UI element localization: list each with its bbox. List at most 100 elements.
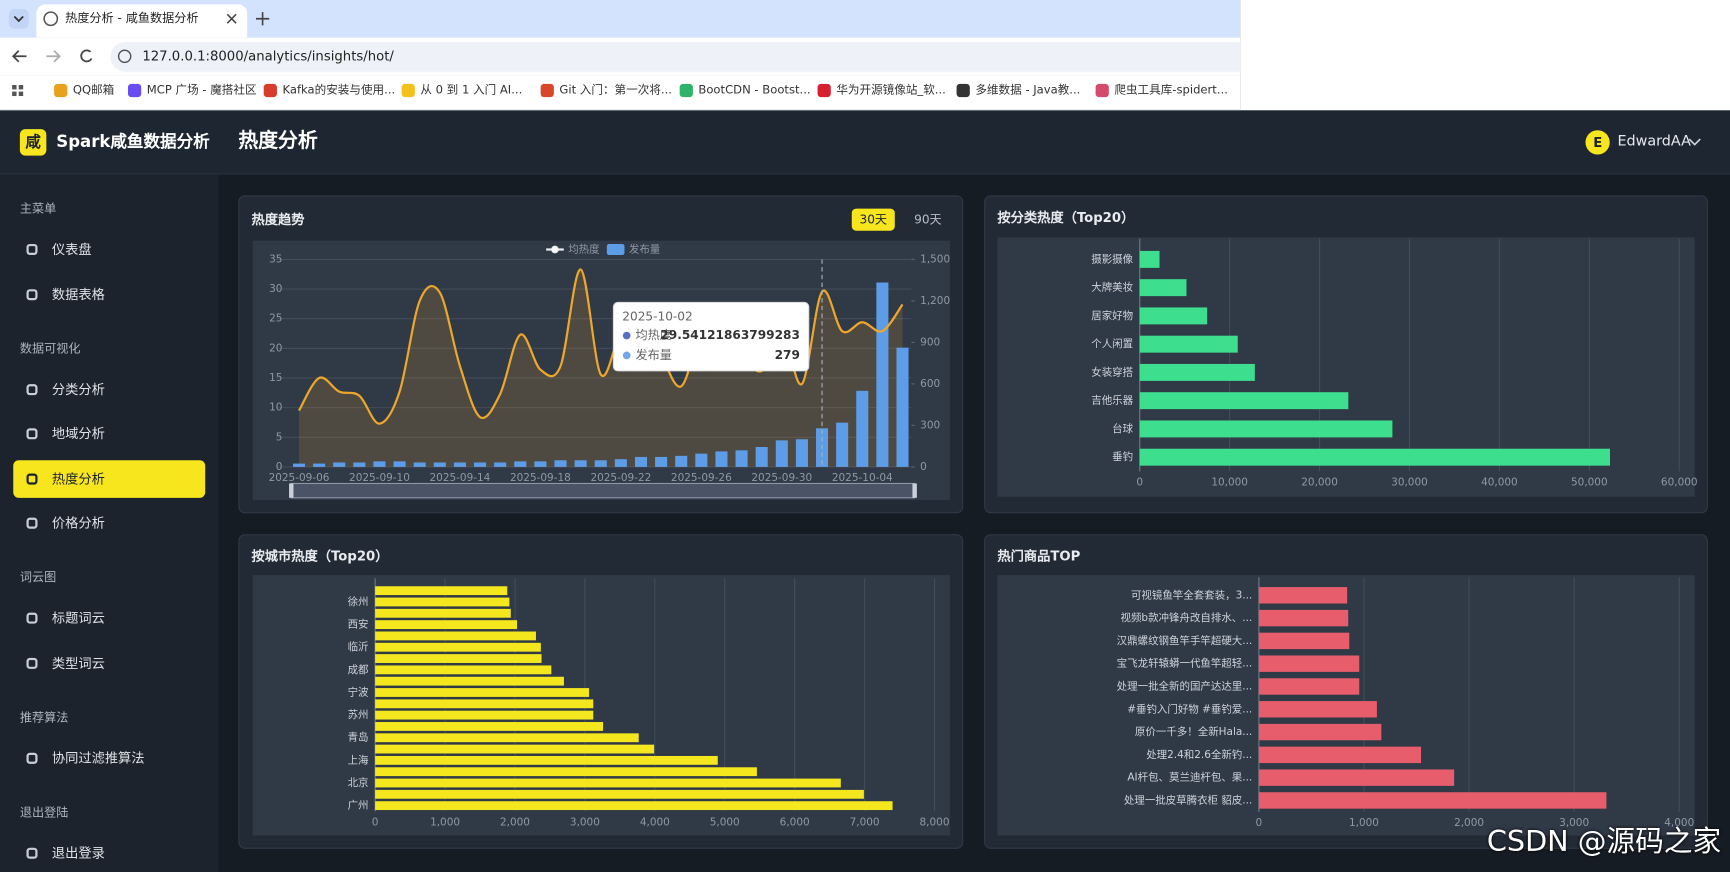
- bookmark[interactable]: 从 0 到 1 入门 AI...: [420, 83, 523, 97]
- panel-title: 热门商品TOP: [997, 548, 1081, 565]
- tab-close[interactable]: [226, 13, 237, 24]
- x-tick-label: 2025-09-18: [510, 472, 571, 484]
- tab-menu[interactable]: [8, 8, 29, 29]
- bar: [313, 463, 326, 467]
- bar: [1258, 609, 1349, 627]
- bookmark[interactable]: Kafka的安装与使用...: [282, 83, 396, 97]
- bar: [375, 722, 604, 731]
- bar: [375, 767, 757, 777]
- y-tick-label: 摄影摄像: [1091, 252, 1133, 265]
- y2-tick-label: 0: [920, 461, 927, 473]
- apps-icon[interactable]: [12, 84, 24, 97]
- bar: [375, 586, 508, 596]
- x-tick-label: 3,000: [570, 816, 600, 828]
- browser-tab[interactable]: [36, 4, 248, 38]
- range-option[interactable]: 30天: [859, 212, 888, 227]
- y-tick-label: 35: [269, 253, 282, 265]
- menu-item[interactable]: 退出登录: [51, 844, 105, 861]
- bar: [1258, 769, 1455, 786]
- bar: [1139, 392, 1349, 410]
- y-tick-label: 20: [269, 342, 282, 354]
- menu-item[interactable]: 数据表格: [51, 286, 105, 302]
- x-tick-label: 1,000: [430, 816, 460, 828]
- y-tick-label: #垂钓入门好物 #垂钓爱...: [1127, 702, 1252, 715]
- bar: [375, 801, 893, 811]
- menu-item[interactable]: 价格分析: [51, 515, 105, 531]
- bookmark[interactable]: 爬虫工具库-spidert...: [1114, 83, 1228, 97]
- x-tick-label: 40,000: [1481, 476, 1518, 488]
- bar: [1258, 655, 1360, 672]
- bar: [755, 446, 768, 467]
- site-info[interactable]: [117, 49, 132, 64]
- bar: [655, 456, 668, 467]
- y-tick-label: 5: [276, 431, 283, 443]
- y2-tick-label: 300: [920, 419, 940, 431]
- x-tick-label: 1,000: [1349, 817, 1379, 829]
- url-box[interactable]: [110, 41, 1241, 72]
- tooltip: [612, 301, 810, 372]
- menu-item[interactable]: 类型词云: [51, 655, 105, 671]
- forward[interactable]: [46, 50, 61, 63]
- bookmark[interactable]: Git 入门：第一次将...: [559, 83, 672, 97]
- menu-item[interactable]: 协同过滤推算法: [51, 750, 145, 766]
- bookmark-icon: [127, 83, 142, 98]
- bar: [375, 620, 518, 630]
- user-chevron[interactable]: [1687, 137, 1702, 148]
- line: [298, 268, 904, 425]
- brand[interactable]: Spark咸鱼数据分析: [56, 131, 210, 152]
- menu-item[interactable]: 地域分析: [51, 426, 105, 442]
- menu-item[interactable]: 标题词云: [51, 610, 105, 626]
- x-tick-label: 2025-09-30: [751, 472, 812, 484]
- bookmark-icon: [540, 83, 554, 98]
- reload[interactable]: [80, 49, 93, 63]
- menu-group-title: 推荐算法: [19, 709, 69, 725]
- bar: [433, 462, 446, 467]
- menu-icon: [26, 657, 38, 669]
- menu-item[interactable]: 热度分析: [51, 470, 105, 487]
- menu-icon: [26, 243, 38, 255]
- bookmark-icon: [1095, 83, 1109, 98]
- tab-title[interactable]: 热度分析 - 咸鱼数据分析: [65, 11, 199, 26]
- url[interactable]: 127.0.0.1:8000/analytics/insights/hot/: [142, 48, 394, 65]
- y-tick-label: 上海: [348, 753, 369, 766]
- x-tick-label: 2025-09-22: [590, 472, 651, 484]
- user-name[interactable]: EdwardAA: [1617, 133, 1691, 151]
- bar: [494, 462, 507, 467]
- bookmark[interactable]: QQ邮箱: [72, 83, 115, 97]
- menu-item[interactable]: 分类分析: [51, 381, 105, 397]
- bar: [353, 462, 366, 467]
- y-tick-label: 处理一批全新的国产达达里...: [1117, 679, 1253, 692]
- range-button-active[interactable]: [851, 208, 895, 231]
- range-option[interactable]: 90天: [914, 212, 942, 227]
- x-tick-label: 0: [1256, 817, 1263, 829]
- bar: [1139, 448, 1611, 466]
- y2-tick-label: 1,500: [920, 253, 950, 265]
- tooltip-name: 发布量: [636, 347, 672, 362]
- bar: [413, 462, 426, 467]
- tooltip-dot: [622, 351, 631, 360]
- bookmark[interactable]: BootCDN - Bootst...: [698, 83, 811, 97]
- y-tick-label: 10: [269, 402, 282, 414]
- bar: [1139, 363, 1255, 381]
- panel-title: 热度趋势: [251, 211, 305, 228]
- new-tab[interactable]: [255, 12, 270, 26]
- bar: [333, 462, 346, 467]
- legend-label: 发布量: [629, 242, 660, 255]
- bookmark[interactable]: 多维数据 - Java教...: [975, 83, 1081, 97]
- menu-item[interactable]: 仪表盘: [51, 241, 92, 258]
- bar: [594, 460, 607, 467]
- y-tick-label: 大牌美妆: [1091, 281, 1133, 294]
- bar: [856, 390, 869, 467]
- avatar[interactable]: [1585, 130, 1610, 155]
- bar: [375, 710, 594, 720]
- panel-title: 按城市热度（Top20）: [251, 548, 389, 565]
- bookmark[interactable]: 华为开源镜像站_软...: [836, 83, 946, 97]
- menu-item-active[interactable]: [13, 459, 206, 498]
- legend-swatch: [606, 243, 625, 255]
- bookmark[interactable]: MCP 广场 - 魔搭社区: [146, 83, 257, 97]
- x-tick-label: 4,000: [640, 816, 670, 828]
- back[interactable]: [11, 50, 27, 63]
- menu-icon: [26, 472, 38, 485]
- y-tick-label: 25: [269, 313, 282, 325]
- menu-group-title: 数据可视化: [19, 341, 81, 356]
